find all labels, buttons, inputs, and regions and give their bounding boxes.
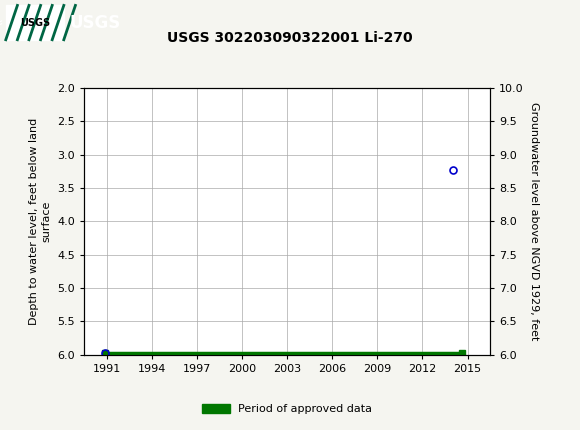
Bar <box>6 6 64 40</box>
Y-axis label: Groundwater level above NGVD 1929, feet: Groundwater level above NGVD 1929, feet <box>530 102 539 341</box>
Text: USGS 302203090322001 Li-270: USGS 302203090322001 Li-270 <box>167 31 413 45</box>
Text: USGS: USGS <box>20 18 50 28</box>
Y-axis label: Depth to water level, feet below land
surface: Depth to water level, feet below land su… <box>30 118 52 325</box>
Text: USGS: USGS <box>70 14 121 31</box>
Legend: Period of approved data: Period of approved data <box>197 399 377 418</box>
Text: ≈: ≈ <box>0 15 3 30</box>
